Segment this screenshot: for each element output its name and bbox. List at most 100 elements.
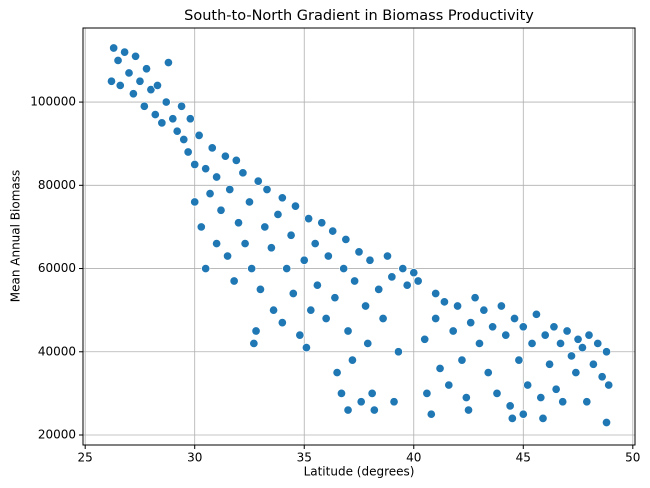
point — [201, 164, 211, 174]
point — [207, 143, 217, 153]
point — [551, 384, 561, 394]
point — [431, 313, 441, 324]
point — [435, 363, 445, 373]
point — [601, 347, 612, 357]
point — [183, 147, 193, 157]
point — [571, 368, 581, 378]
point — [330, 293, 340, 303]
point — [163, 57, 173, 68]
point — [422, 388, 432, 398]
x-tick-label: 35 — [297, 451, 312, 465]
point — [505, 401, 515, 411]
point — [247, 263, 257, 274]
point — [240, 239, 250, 249]
point — [152, 80, 163, 90]
point — [496, 301, 506, 311]
point — [299, 255, 309, 265]
point — [527, 338, 537, 349]
point — [317, 218, 327, 228]
point — [523, 380, 533, 390]
point — [212, 239, 222, 249]
point — [306, 305, 316, 315]
point — [269, 305, 279, 315]
point — [146, 85, 156, 95]
point — [378, 313, 388, 324]
x-tick-label: 50 — [625, 451, 640, 465]
point — [562, 326, 572, 336]
point — [238, 168, 248, 178]
point — [262, 184, 272, 195]
x-tick-label: 30 — [187, 451, 202, 465]
point — [536, 393, 546, 403]
point — [343, 405, 353, 415]
y-tick-label: 80000 — [38, 178, 76, 192]
point — [251, 326, 261, 336]
x-tick-label: 40 — [406, 451, 421, 465]
chart-title: South-to-North Gradient in Biomass Produ… — [184, 8, 534, 24]
point — [566, 351, 577, 361]
point — [109, 43, 119, 53]
point — [479, 305, 489, 315]
point — [321, 313, 331, 324]
x-axis-label: Latitude (degrees) — [304, 465, 415, 479]
point — [336, 388, 347, 398]
y-tick-label: 20000 — [38, 428, 76, 442]
point — [582, 397, 592, 407]
point — [474, 338, 485, 349]
point — [573, 334, 583, 344]
point — [588, 359, 598, 369]
point — [139, 101, 149, 111]
point — [382, 251, 393, 261]
point — [540, 330, 550, 340]
y-tick-label: 60000 — [38, 261, 76, 275]
point — [457, 355, 467, 365]
point — [347, 355, 357, 365]
point — [277, 193, 287, 203]
point — [273, 209, 283, 219]
point — [310, 239, 320, 249]
point — [461, 393, 471, 403]
point — [549, 322, 559, 332]
point — [323, 251, 333, 261]
point — [231, 155, 241, 165]
point — [157, 118, 167, 128]
point — [466, 318, 476, 328]
point — [260, 222, 270, 232]
point — [168, 114, 178, 124]
point — [483, 368, 493, 378]
point — [328, 226, 338, 236]
point — [420, 334, 430, 344]
point — [161, 97, 171, 107]
point — [106, 76, 117, 86]
point — [413, 276, 423, 286]
point — [277, 318, 287, 328]
y-axis-label: Mean Annual Biomass — [9, 170, 23, 303]
point — [282, 263, 292, 274]
point — [470, 293, 480, 303]
point — [212, 172, 222, 182]
point — [255, 284, 265, 294]
point — [604, 380, 614, 390]
point — [545, 359, 555, 369]
y-tick-label: 40000 — [38, 344, 76, 358]
point — [448, 326, 458, 336]
point — [514, 355, 524, 365]
point — [225, 184, 235, 195]
point — [597, 372, 607, 382]
point — [150, 110, 160, 120]
point — [179, 134, 189, 145]
point — [363, 338, 373, 349]
point — [233, 218, 244, 228]
point — [196, 222, 206, 232]
point — [288, 288, 298, 299]
point — [295, 330, 305, 340]
point — [343, 326, 353, 336]
point — [135, 76, 145, 86]
point — [402, 280, 412, 290]
point — [426, 409, 436, 419]
point — [558, 397, 568, 407]
point — [593, 338, 603, 349]
point — [216, 205, 226, 215]
point — [249, 338, 259, 349]
point — [253, 176, 263, 186]
